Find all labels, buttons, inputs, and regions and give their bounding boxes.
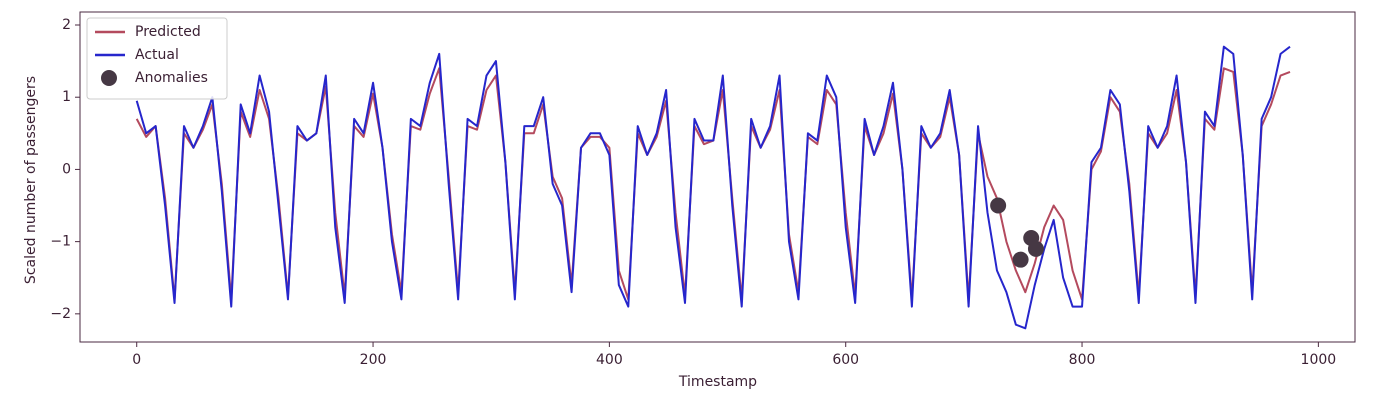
- x-tick-label: 200: [360, 352, 387, 368]
- y-tick-label: −1: [50, 234, 71, 250]
- series-line: [135, 45, 1291, 330]
- legend-label: Anomalies: [135, 70, 208, 86]
- y-tick-label: −2: [50, 306, 71, 322]
- anomaly-point: [1012, 251, 1029, 268]
- legend: Predicted Actual Anomalies: [86, 17, 228, 100]
- x-tick-label: 0: [132, 352, 141, 368]
- legend-marker: [101, 70, 117, 86]
- x-tick-label: 400: [596, 352, 623, 368]
- y-tick-label: 2: [62, 17, 71, 33]
- y-axis-label: Scaled number of passengers: [23, 76, 39, 284]
- x-tick-label: 1000: [1301, 352, 1337, 368]
- plot-frame: [79, 11, 1356, 343]
- x-axis-label: Timestamp: [678, 374, 757, 390]
- legend-label: Predicted: [135, 24, 201, 40]
- legend-box: [86, 17, 228, 100]
- series-line: [135, 67, 1291, 301]
- y-tick-label: 0: [62, 161, 71, 177]
- anomaly-point: [1027, 240, 1044, 257]
- x-tick-label: 800: [1069, 352, 1096, 368]
- anomaly-point: [990, 197, 1007, 214]
- y-tick-label: 1: [62, 89, 71, 105]
- legend-label: Actual: [135, 47, 179, 63]
- x-tick-label: 600: [832, 352, 859, 368]
